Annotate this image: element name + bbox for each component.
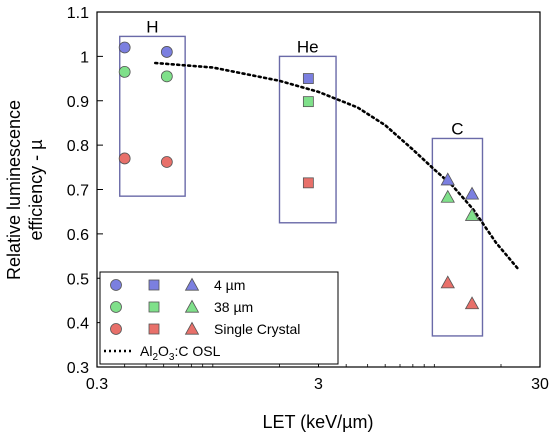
data-point-h-circle [160,70,173,83]
legend-rows: 4 µm 38 µm Single Crystal [110,277,300,337]
y-tick-label: 0.4 [67,316,89,333]
group-box-h [119,35,186,197]
data-point-c-triangle [464,296,480,310]
y-tick-label: 0.7 [67,183,89,200]
group-label-he: He [297,37,319,56]
legend-marker-circle [110,323,122,335]
legend: 4 µm 38 µm Single Crystal Al2O3:C OSL [99,271,339,365]
legend-marker-triangle [184,299,200,313]
data-point-c-triangle [440,275,455,289]
curve-al2o3-osl [154,61,520,271]
x-axis-label: LET (keV/µm) [262,412,373,432]
group-label-h: H [146,17,158,36]
legend-marker-square [148,279,160,291]
x-tick-label: 3 [314,376,323,393]
legend-curve-label: Al2O3:C OSL [140,343,221,363]
y-axis-label: Relative luminescence efficiency - µ [4,100,46,280]
y-axis-label-line-1: Relative luminescence [4,100,24,280]
data-point-he-square [302,177,314,189]
data-point-h-circle [118,152,131,165]
data-point-c-triangle [440,172,455,186]
legend-marker-square [148,323,160,335]
data-points [118,41,480,310]
y-tick-label: 0.6 [67,227,89,244]
y-tick-label: 0.3 [67,360,89,377]
y-tick-label: 0.5 [67,271,89,288]
legend-marker-triangle [184,321,200,335]
group-label-c: C [451,119,463,138]
group-boxes: H He C [119,17,484,337]
data-point-h-circle [118,66,131,78]
y-tick-label: 1 [80,49,89,66]
data-point-h-circle [118,41,131,54]
data-point-c-triangle [464,207,480,221]
y-axis: 0.3 0.4 0.5 0.6 0.7 0.8 0.9 1 1.1 [67,5,103,377]
group-box-he [278,55,337,224]
y-tick-label: 0.9 [67,94,89,111]
legend-marker-square [148,301,160,313]
data-point-h-circle [160,156,173,168]
legend-label: 4 µm [214,277,245,293]
data-point-c-triangle [464,186,480,200]
x-axis: 0.3 3 30 [86,361,549,393]
data-point-c-triangle [440,189,455,203]
legend-marker-circle [110,301,122,313]
y-tick-label: 0.8 [67,138,89,155]
x-tick-label: 30 [531,376,549,393]
x-tick-label: 0.3 [86,376,108,393]
legend-label: Single Crystal [214,321,300,337]
y-tick-label: 1.1 [67,5,89,22]
legend-label: 38 µm [214,299,253,315]
legend-box [99,271,339,365]
group-box-c [431,137,484,337]
data-point-h-circle [160,46,173,58]
y-axis-label-line-2: efficiency - µ [26,139,46,240]
reference-curve [154,61,520,271]
data-point-he-square [302,73,314,84]
data-point-he-square [302,96,314,108]
legend-marker-circle [110,279,122,291]
legend-marker-triangle [184,277,200,291]
